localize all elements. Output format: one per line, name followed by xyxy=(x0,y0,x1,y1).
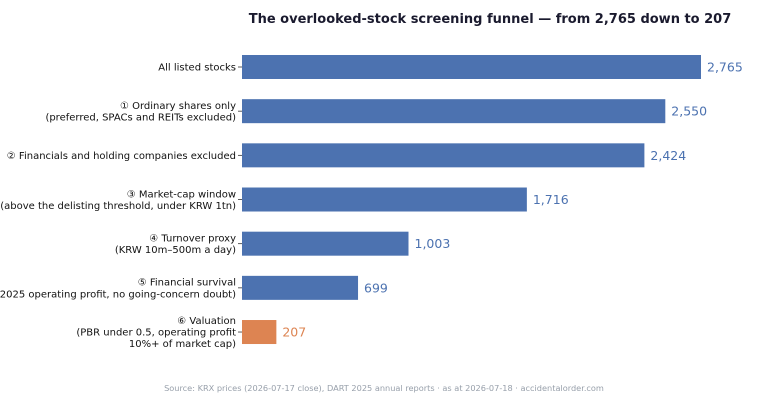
category-label-6: ⑥ Valuation (PBR under 0.5, operating pro… xyxy=(76,316,236,350)
bar-0 xyxy=(242,55,701,79)
category-label-6-line-2: 10%+ of market cap) xyxy=(129,339,236,350)
category-label-4-line-0: ④ Turnover proxy xyxy=(149,233,236,244)
bar-1 xyxy=(242,99,666,124)
chart-title: The overlooked-stock screening funnel — … xyxy=(248,12,732,27)
chart-marks: All listed stocks 2,765 ① Ordinary shares … xyxy=(0,55,743,350)
category-label-4: ④ Turnover proxy (KRW 10m–500m a day) xyxy=(115,233,236,256)
chart-source: Source: KRX prices (2026-07-17 close), D… xyxy=(164,383,604,393)
category-label-5-line-1: (2025 operating profit, no going-concern… xyxy=(0,289,236,300)
category-label-1: ① Ordinary shares only (preferred, SPACs … xyxy=(45,101,236,124)
value-label-1: 2,550 xyxy=(671,104,707,119)
category-label-1-line-1: (preferred, SPACs and REITs excluded) xyxy=(45,113,236,124)
value-label-0: 2,765 xyxy=(707,60,743,75)
bar-6 xyxy=(242,320,277,345)
category-label-5-line-0: ⑤ Financial survival xyxy=(138,278,236,289)
category-label-5: ⑤ Financial survival (2025 operating prof… xyxy=(0,278,236,301)
category-label-3: ③ Market-cap window (above the delisting … xyxy=(0,189,236,212)
bar-2 xyxy=(242,143,645,168)
value-label-2: 2,424 xyxy=(650,148,686,163)
category-label-4-line-1: (KRW 10m–500m a day) xyxy=(115,245,236,256)
category-label-6-line-0: ⑥ Valuation xyxy=(177,316,236,327)
category-label-1-line-0: ① Ordinary shares only xyxy=(120,101,236,112)
category-label-0-line-0: All listed stocks xyxy=(158,63,236,74)
bar-4 xyxy=(242,231,409,256)
bar-5 xyxy=(242,275,359,300)
category-label-3-line-0: ③ Market-cap window xyxy=(127,189,236,200)
category-label-0: All listed stocks xyxy=(158,63,236,74)
bar-3 xyxy=(242,187,527,212)
category-label-2: ② Financials and holding companies exclu… xyxy=(7,151,236,162)
category-label-2-line-0: ② Financials and holding companies exclu… xyxy=(7,151,236,162)
value-label-6: 207 xyxy=(282,325,306,340)
category-label-6-line-1: (PBR under 0.5, operating profit xyxy=(76,328,236,339)
value-label-4: 1,003 xyxy=(415,236,451,251)
value-label-5: 699 xyxy=(364,280,388,295)
category-label-3-line-1: (above the delisting threshold, under KR… xyxy=(0,201,236,212)
value-label-3: 1,716 xyxy=(533,192,569,207)
